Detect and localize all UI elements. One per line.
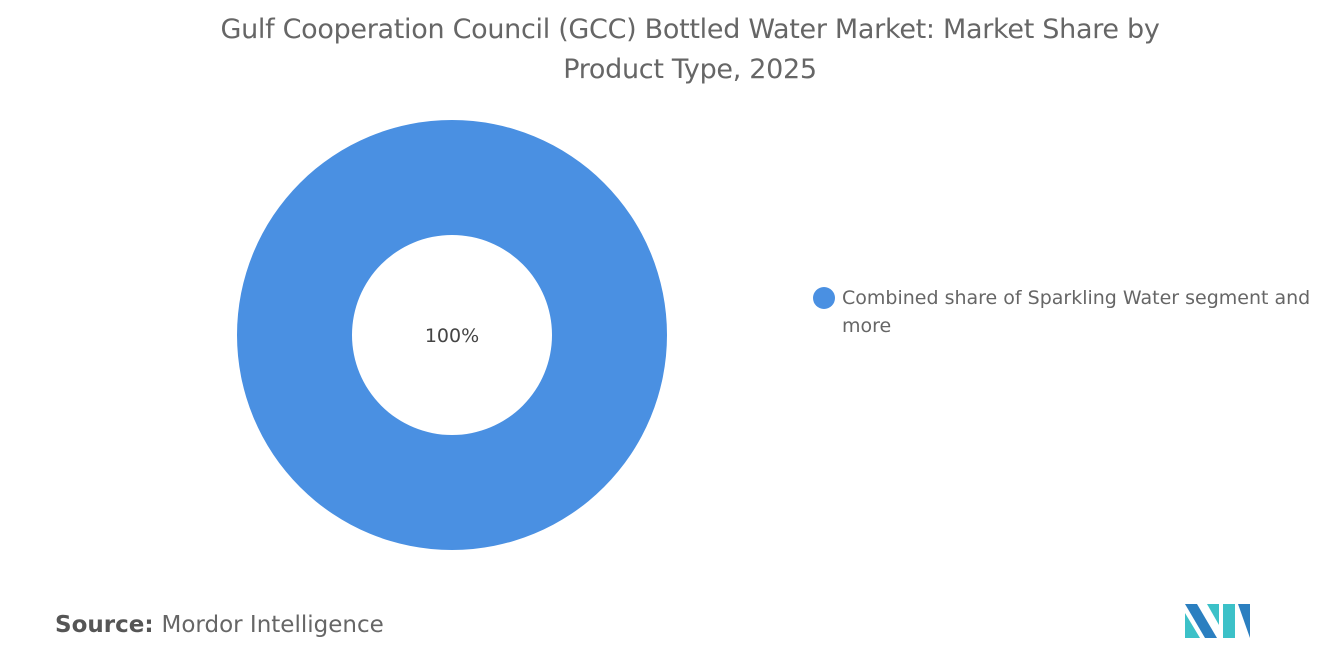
data-label: 100%: [425, 325, 479, 347]
source-value: Mordor Intelligence: [161, 612, 384, 638]
source-label: Source:: [55, 612, 154, 638]
legend-marker: [813, 287, 835, 309]
chart-title: Gulf Cooperation Council (GCC) Bottled W…: [0, 10, 1320, 90]
chart-title-line-1: Gulf Cooperation Council (GCC) Bottled W…: [220, 14, 1160, 45]
legend: Combined share of Sparkling Water segmen…: [813, 284, 1313, 340]
chart-title-line-2: Product Type, 2025: [563, 54, 817, 85]
mordor-intelligence-logo: [1185, 604, 1250, 638]
legend-label: Combined share of Sparkling Water segmen…: [842, 287, 1311, 337]
donut-slice: [237, 120, 667, 550]
source-note: Source: Mordor Intelligence: [55, 612, 384, 638]
